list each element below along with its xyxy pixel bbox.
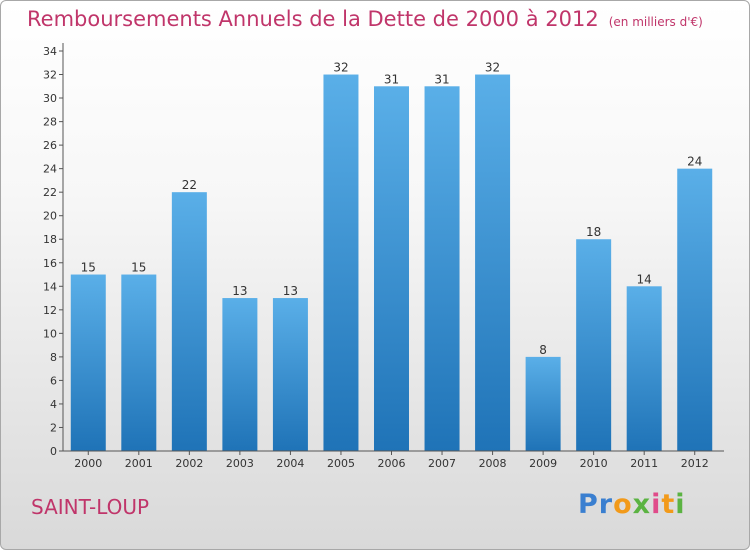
x-tick-label: 2004 (276, 457, 304, 470)
bar-value-label: 31 (434, 72, 449, 86)
y-tick-label: 16 (43, 257, 57, 270)
y-tick-label: 0 (50, 445, 57, 458)
x-tick-label: 2000 (74, 457, 102, 470)
proxiti-logo: Proxiti (578, 489, 686, 520)
bar-value-label: 15 (81, 261, 96, 275)
bar-value-label: 13 (283, 284, 298, 298)
y-tick-label: 10 (43, 327, 57, 340)
bar-2009 (525, 356, 561, 451)
x-tick-label: 2009 (529, 457, 557, 470)
x-axis: 2000 2001 2002 2003 2004 2005 2006 2007 2008 2009… (63, 450, 724, 470)
bar-2003 (222, 298, 258, 451)
bar-2006 (374, 86, 409, 451)
y-tick-label: 30 (43, 92, 57, 105)
bar-2008 (475, 74, 511, 451)
y-tick-label: 14 (43, 280, 57, 293)
x-tick-label: 2012 (681, 457, 709, 470)
chart-title: Remboursements Annuels de la Dette de 20… (27, 7, 703, 31)
y-tick-label: 22 (43, 186, 57, 199)
bar-2000 (70, 274, 106, 451)
x-tick-label: 2005 (327, 457, 355, 470)
bar-value-label: 32 (333, 61, 348, 75)
y-tick-label: 34 (43, 45, 57, 58)
bar-2007 (424, 86, 460, 451)
bar-2011 (626, 286, 662, 451)
bar-2012 (677, 168, 713, 451)
bars: 15 15 22 13 13 32 31 31 32 8 18 14 24 (70, 61, 713, 452)
x-tick-label: 2001 (125, 457, 153, 470)
bar-2004 (272, 298, 308, 451)
y-tick-label: 8 (50, 351, 57, 364)
y-tick-label: 26 (43, 139, 57, 152)
y-tick-label: 2 (50, 421, 57, 434)
bar-value-label: 22 (182, 178, 197, 192)
x-tick-label: 2002 (175, 457, 203, 470)
bar-value-label: 24 (687, 155, 702, 169)
x-tick-label: 2011 (630, 457, 658, 470)
bar-value-label: 15 (131, 261, 146, 275)
y-tick-label: 20 (43, 210, 57, 223)
bar-value-label: 18 (586, 225, 601, 239)
commune-name: SAINT-LOUP (31, 495, 150, 519)
y-tick-label: 28 (43, 116, 57, 129)
y-tick-label: 4 (50, 398, 57, 411)
x-tick-label: 2003 (226, 457, 254, 470)
chart-title-text: Remboursements Annuels de la Dette de 20… (27, 7, 599, 31)
bar-value-label: 14 (637, 272, 652, 286)
bar-value-label: 8 (539, 343, 547, 357)
y-tick-label: 18 (43, 233, 57, 246)
unit-note: (en milliers d'€) (608, 15, 703, 29)
bar-2002 (171, 192, 207, 452)
bar-value-label: 13 (232, 284, 247, 298)
y-tick-label: 24 (43, 163, 57, 176)
y-tick-label: 32 (43, 69, 57, 82)
bar-2001 (121, 274, 157, 451)
bar-2010 (576, 239, 612, 451)
bar-value-label: 32 (485, 61, 500, 75)
x-tick-label: 2006 (378, 457, 406, 470)
bar-2005 (323, 74, 359, 451)
x-tick-label: 2008 (479, 457, 507, 470)
x-tick-label: 2010 (580, 457, 608, 470)
y-tick-label: 6 (50, 374, 57, 387)
y-tick-label: 12 (43, 304, 57, 317)
x-tick-label: 2007 (428, 457, 456, 470)
bar-value-label: 31 (384, 72, 399, 86)
